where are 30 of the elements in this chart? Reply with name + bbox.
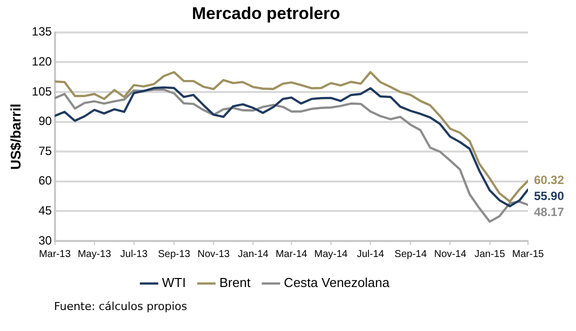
x-tick-label: Sep-13 bbox=[158, 248, 191, 260]
x-tick-label: May-14 bbox=[314, 248, 348, 260]
x-tick-label: Jul-14 bbox=[356, 248, 385, 260]
y-tick-label: 105 bbox=[32, 84, 52, 98]
source-note: Fuente: cálculos propios bbox=[54, 300, 188, 313]
x-tick-label: Nov-14 bbox=[434, 248, 467, 260]
x-tick-label: Mar-13 bbox=[38, 248, 72, 260]
data-label: 55.90 bbox=[534, 189, 564, 204]
x-tick-label: Sep-14 bbox=[394, 248, 428, 260]
x-tick-label: Mar-14 bbox=[276, 248, 308, 260]
x-tick-label: Nov-13 bbox=[198, 248, 230, 260]
y-tick-label: 75 bbox=[38, 144, 52, 158]
y-tick-label: 135 bbox=[32, 24, 52, 39]
data-label: 60.32 bbox=[534, 173, 564, 188]
y-tick-label: 60 bbox=[38, 174, 52, 188]
y-axis-title: US$/barril bbox=[7, 104, 24, 170]
y-tick-label: 90 bbox=[38, 114, 52, 128]
legend-label: Cesta Venezolana bbox=[284, 275, 390, 290]
legend-label: Brent bbox=[219, 275, 251, 290]
chart-title: Mercado petrolero bbox=[192, 4, 340, 23]
y-tick-label: 30 bbox=[38, 233, 52, 248]
legend-label: WTI bbox=[162, 275, 186, 290]
x-tick-label: Jul-13 bbox=[120, 248, 148, 260]
x-tick-label: Jan-14 bbox=[238, 248, 269, 260]
y-tick-label: 120 bbox=[32, 54, 52, 69]
x-tick-label: May-13 bbox=[78, 248, 112, 260]
y-tick-label: 45 bbox=[38, 204, 52, 218]
data-label: 48.17 bbox=[534, 205, 564, 220]
x-tick-label: Jan-15 bbox=[474, 248, 506, 260]
x-tick-label: Mar-15 bbox=[512, 248, 544, 260]
